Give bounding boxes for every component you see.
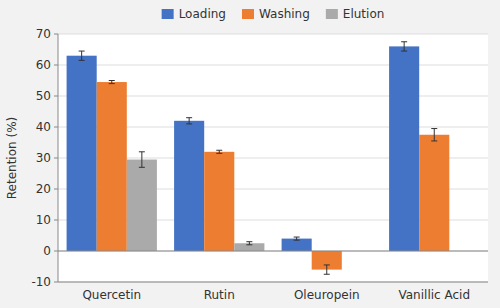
y-tick [54, 34, 58, 35]
x-axis [58, 282, 488, 283]
bar [67, 56, 97, 251]
legend-label: Elution [343, 7, 385, 21]
grid-line [58, 251, 488, 252]
y-tick-label: 60 [36, 58, 51, 72]
y-tick [54, 65, 58, 66]
legend: Loading Washing Elution [162, 7, 385, 21]
legend-item: Loading [162, 7, 226, 21]
bar [97, 82, 127, 251]
marks [67, 42, 450, 275]
y-tick [54, 220, 58, 221]
grid-line [58, 65, 488, 66]
bar [419, 135, 449, 251]
y-tick-label: 70 [36, 27, 51, 41]
y-tick [54, 96, 58, 97]
error-bar [401, 42, 407, 51]
legend-swatch [242, 9, 254, 19]
y-tick [54, 282, 58, 283]
chart: -10 0 10 20 30 40 50 60 70 Quercetin Rutin Oleurope… [0, 0, 500, 308]
chart-container: -10 0 10 20 30 40 50 60 70 Quercetin Rutin Oleurope… [0, 0, 500, 308]
legend-item: Washing [242, 7, 310, 21]
error-bar [431, 129, 437, 141]
legend-swatch [162, 9, 174, 19]
y-tick-label: 40 [36, 120, 51, 134]
error-bar [294, 237, 300, 240]
error-bar [246, 242, 252, 245]
x-tick-label: Vanillic Acid [398, 288, 470, 302]
bar [127, 160, 157, 251]
y-tick [54, 158, 58, 159]
y-tick-label: 0 [43, 244, 51, 258]
y-tick-label: 10 [36, 213, 51, 227]
y-tick-label: 20 [36, 182, 51, 196]
bar [204, 152, 234, 251]
error-bar [186, 118, 192, 124]
y-axis [58, 34, 59, 282]
y-tick-label: 30 [36, 151, 51, 165]
y-tick-label: -10 [31, 275, 51, 289]
legend-label: Washing [259, 7, 310, 21]
legend-label: Loading [179, 7, 226, 21]
x-tick-label: Oleuropein [294, 288, 360, 302]
grid [58, 34, 488, 282]
grid-line [58, 282, 488, 283]
error-bar [216, 150, 222, 153]
error-bar [324, 265, 330, 274]
bar [174, 121, 204, 251]
y-axis-label: Retention (%) [5, 117, 19, 199]
y-tick [54, 127, 58, 128]
bar [389, 46, 419, 251]
zero-line [58, 251, 488, 252]
legend-swatch [326, 9, 338, 19]
x-tick-label: Quercetin [82, 288, 141, 302]
error-bar [139, 152, 145, 168]
error-bar [109, 81, 115, 84]
y-tick-label: 50 [36, 89, 51, 103]
plot-background [58, 34, 488, 282]
grid-line [58, 34, 488, 35]
y-tick [54, 251, 58, 252]
error-bar [79, 51, 85, 60]
legend-item: Elution [326, 7, 385, 21]
y-tick [54, 189, 58, 190]
x-tick-label: Rutin [204, 288, 235, 302]
